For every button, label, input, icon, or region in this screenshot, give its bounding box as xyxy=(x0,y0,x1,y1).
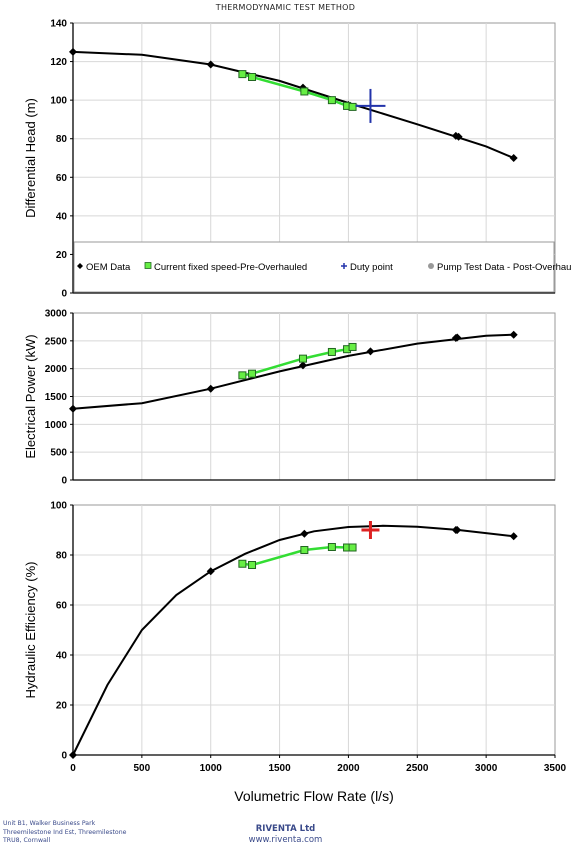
legend-symbol-pre-overhauled xyxy=(144,262,152,269)
oem-data-point xyxy=(69,47,77,56)
pre-overhauled-data-point xyxy=(348,342,357,351)
y-tick-label: 40 xyxy=(56,651,68,662)
pre-overhauled-data-point xyxy=(238,559,247,568)
oem-data-point xyxy=(453,333,462,342)
x-tick-label: 3000 xyxy=(475,763,498,774)
footer-address: Unit B1, Walker Business Park Threemiles… xyxy=(3,820,126,846)
company-website: www.riventa.com xyxy=(248,835,323,845)
pre-overhauled-data-point xyxy=(238,70,247,79)
x-tick-label: 500 xyxy=(134,763,151,774)
oem-data-point xyxy=(509,532,518,541)
oem-data-point xyxy=(206,384,215,393)
x-tick-label: 0 xyxy=(70,763,76,774)
series-line-oem xyxy=(72,524,514,756)
oem-data-point xyxy=(206,60,215,69)
y-tick-label: 40 xyxy=(56,211,68,222)
oem-data-point xyxy=(300,529,309,538)
oem-data-point xyxy=(298,361,307,370)
series-line-oem xyxy=(72,333,514,410)
y-tick-label: 140 xyxy=(50,19,67,30)
y-tick-label: 0 xyxy=(61,476,67,487)
y-tick-label: 20 xyxy=(56,250,68,261)
pre-overhauled-data-point xyxy=(248,369,257,378)
x-tick-label: 2000 xyxy=(337,763,360,774)
oem-data-point xyxy=(69,404,77,413)
y-tick-label: 100 xyxy=(50,501,67,512)
legend-label: OEM Data xyxy=(86,262,131,273)
legend-label: Current fixed speed-Pre-Overhauled xyxy=(154,262,307,273)
pre-overhauled-data-point xyxy=(327,347,336,356)
y-tick-label: 0 xyxy=(61,751,67,762)
legend-symbol-post-overhauled xyxy=(428,263,434,269)
y-tick-label: 80 xyxy=(56,134,68,145)
y-tick-label: 1000 xyxy=(45,420,68,431)
y-tick-label: 100 xyxy=(50,96,67,107)
page-title: THERMODYNAMIC TEST METHOD xyxy=(215,3,356,12)
legend-label: Pump Test Data - Post-Overhauled xyxy=(437,262,571,273)
pre-overhauled-data-point xyxy=(238,371,247,380)
y-tick-label: 60 xyxy=(56,173,68,184)
pre-overhauled-data-point xyxy=(300,87,309,96)
x-tick-label: 3500 xyxy=(544,763,567,774)
series-line-oem xyxy=(72,50,515,159)
y-tick-label: 20 xyxy=(56,701,68,712)
y-tick-label: 1500 xyxy=(45,392,68,403)
pre-overhauled-data-point xyxy=(327,96,336,105)
address-line: Unit B1, Walker Business Park xyxy=(3,820,96,827)
y-tick-label: 2500 xyxy=(45,336,68,347)
oem-data-point xyxy=(453,526,462,534)
legend-symbol-oem xyxy=(77,263,83,269)
y-tick-label: 120 xyxy=(50,57,67,68)
company-name: RIVENTA Ltd xyxy=(255,824,316,834)
y-axis-title: Electrical Power (kW) xyxy=(23,334,38,458)
x-axis-title: Volumetric Flow Rate (l/s) xyxy=(234,788,393,804)
legend-label: Duty point xyxy=(350,262,393,273)
x-tick-label: 1500 xyxy=(268,763,291,774)
oem-data-point xyxy=(454,132,463,141)
pre-overhauled-data-point xyxy=(298,354,307,363)
oem-data-point xyxy=(69,751,77,759)
y-tick-label: 2000 xyxy=(45,364,68,375)
oem-data-point xyxy=(366,347,375,356)
y-axis-title: Differential Head (m) xyxy=(23,98,38,218)
legend-box xyxy=(73,241,555,293)
x-tick-label: 2500 xyxy=(406,763,429,774)
y-tick-label: 80 xyxy=(56,551,68,562)
plot-area xyxy=(72,504,556,756)
address-line: TRU8, Cornwall xyxy=(3,837,51,844)
oem-data-point xyxy=(509,154,518,162)
pre-overhauled-data-point xyxy=(248,73,257,81)
x-tick-label: 1000 xyxy=(200,763,223,774)
y-tick-label: 60 xyxy=(56,601,68,612)
oem-data-point xyxy=(509,330,518,339)
pre-overhauled-data-point xyxy=(348,102,357,111)
y-tick-label: 500 xyxy=(50,448,67,459)
y-tick-label: 0 xyxy=(61,289,67,300)
oem-data-point xyxy=(206,567,215,576)
pre-overhauled-data-point xyxy=(327,543,336,551)
pre-overhauled-data-point xyxy=(348,543,357,552)
pre-overhauled-data-point xyxy=(300,546,309,554)
y-axis-title: Hydraulic Efficiency (%) xyxy=(23,561,38,698)
footer-company: RIVENTA Ltd www.riventa.com xyxy=(0,824,571,846)
y-tick-label: 3000 xyxy=(45,309,68,320)
address-line: Threemilestone Ind Est, Threemilestone xyxy=(3,828,127,836)
pre-overhauled-data-point xyxy=(248,561,257,569)
